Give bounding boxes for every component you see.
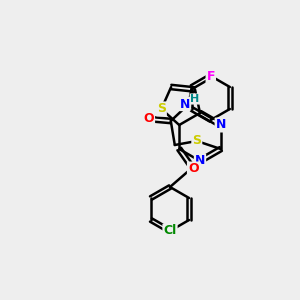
Text: N: N: [216, 118, 226, 131]
Text: O: O: [188, 163, 199, 176]
Text: O: O: [143, 112, 154, 125]
Text: Cl: Cl: [164, 224, 177, 238]
Text: N: N: [195, 154, 205, 167]
Text: N: N: [180, 98, 190, 110]
Text: S: S: [192, 134, 201, 148]
Text: S: S: [157, 102, 166, 116]
Text: F: F: [206, 70, 215, 83]
Text: H: H: [190, 94, 200, 104]
